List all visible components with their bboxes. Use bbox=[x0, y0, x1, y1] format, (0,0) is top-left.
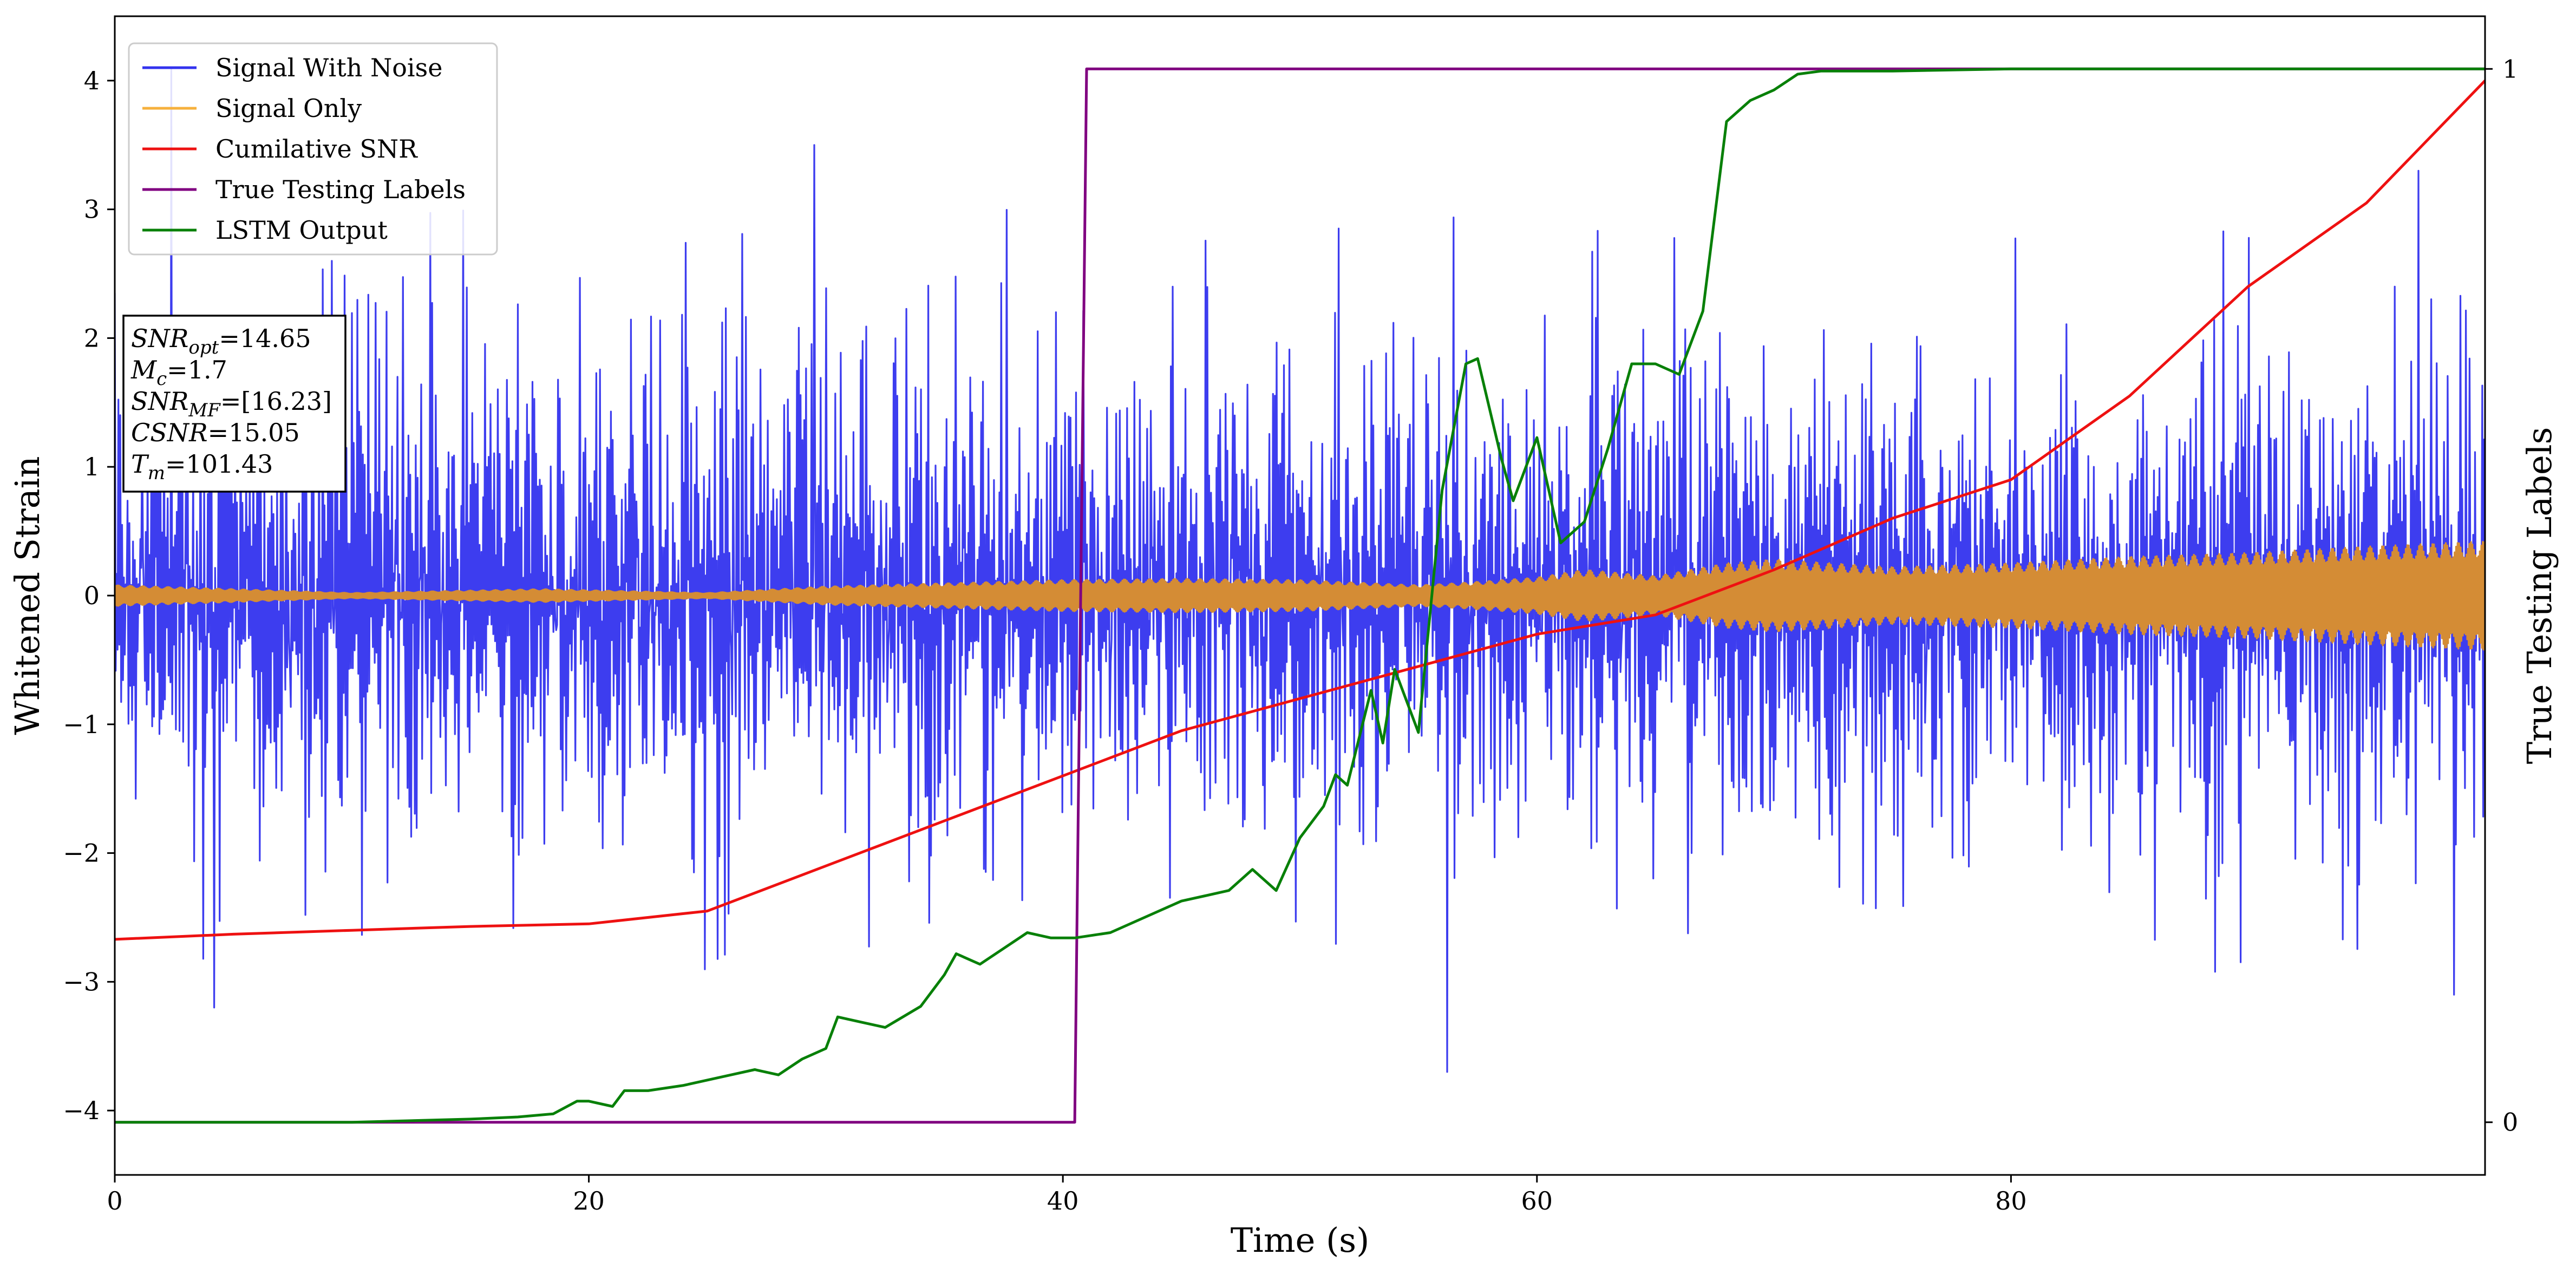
legend-box bbox=[128, 42, 498, 256]
x-axis-title: Time (s) bbox=[1231, 1220, 1370, 1260]
legend: Signal With Noise Signal Only Cumilative S… bbox=[128, 42, 498, 256]
series-signal-with-noise bbox=[115, 67, 2485, 1073]
series-signal-only bbox=[115, 541, 2485, 651]
legend-label: LSTM Output bbox=[215, 215, 388, 245]
series-true-testing-labels bbox=[115, 67, 2485, 1124]
annotation-line: CSNR=15.05 bbox=[131, 418, 300, 447]
y-tick-label: 0 bbox=[84, 581, 100, 610]
legend-label: True Testing Labels bbox=[215, 175, 466, 204]
y-tick-label: −2 bbox=[63, 839, 100, 868]
series-cumilative-snr bbox=[115, 80, 2485, 941]
y-tick-label: −4 bbox=[63, 1096, 100, 1125]
series-lstm-output bbox=[115, 67, 2485, 1124]
y-right-tick-label: 1 bbox=[2502, 54, 2518, 83]
annotation-line: Mc=1.7 bbox=[130, 355, 227, 390]
x-tick-label: 40 bbox=[1047, 1186, 1079, 1216]
x-tick-label: 80 bbox=[1995, 1186, 2027, 1216]
legend-label: Cumilative SNR bbox=[215, 134, 418, 164]
y-tick-label: −3 bbox=[63, 967, 100, 996]
y-tick-label: 4 bbox=[84, 66, 100, 95]
y-tick-label: 2 bbox=[84, 323, 100, 352]
x-tick-label: 0 bbox=[107, 1186, 122, 1216]
x-tick-label: 60 bbox=[1521, 1186, 1553, 1216]
y-tick-label: −1 bbox=[63, 710, 100, 739]
x-tick-label: 20 bbox=[573, 1186, 605, 1216]
y-tick-label: 1 bbox=[84, 452, 100, 481]
y-right-tick-label: 0 bbox=[2502, 1108, 2518, 1137]
y-axis-title: Whitened Strain bbox=[8, 456, 47, 735]
plot-area bbox=[115, 67, 2485, 1124]
annotation-line: SNRopt=14.65 bbox=[131, 324, 311, 358]
annotation-frame bbox=[122, 315, 346, 493]
legend-label: Signal With Noise bbox=[215, 53, 442, 82]
annotation-box: SNRopt=14.65Mc=1.7SNRMF=[16.23]CSNR=15.0… bbox=[122, 315, 346, 493]
y-tick-label: 3 bbox=[84, 195, 100, 224]
annotation-line: SNRMF=[16.23] bbox=[131, 387, 332, 421]
annotation-line: Tm=101.43 bbox=[131, 449, 273, 484]
y-right-axis-title: True Testing Labels bbox=[2520, 427, 2559, 765]
legend-label: Signal Only bbox=[215, 94, 362, 123]
